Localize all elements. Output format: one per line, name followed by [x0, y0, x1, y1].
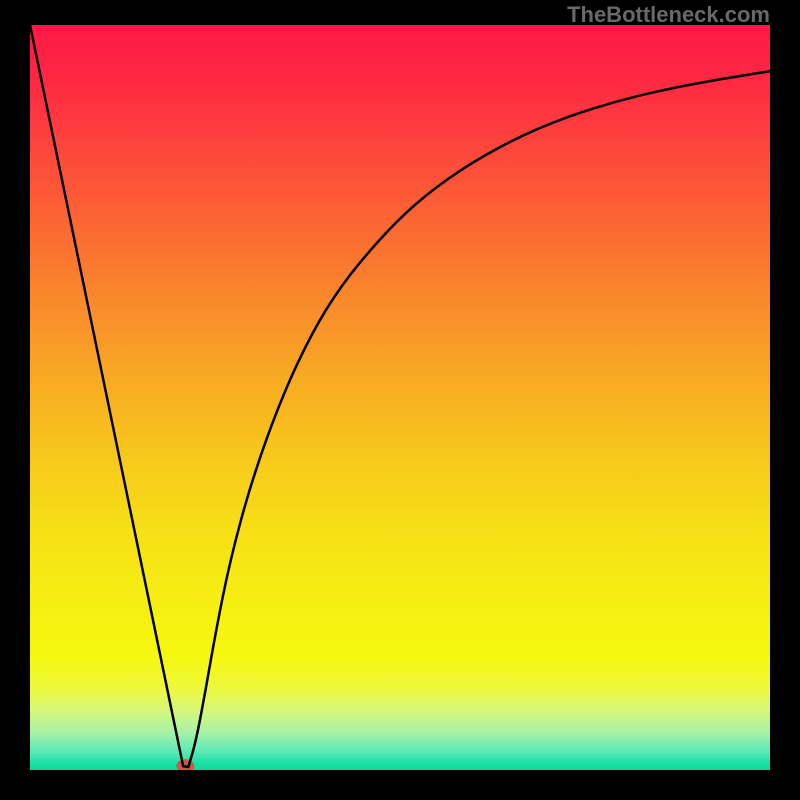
curve-layer [30, 25, 770, 770]
bottleneck-curve [30, 25, 770, 767]
chart-container: TheBottleneck.com [0, 0, 800, 800]
watermark-text: TheBottleneck.com [567, 2, 770, 28]
plot-area [30, 25, 770, 770]
minimum-marker [176, 759, 194, 770]
